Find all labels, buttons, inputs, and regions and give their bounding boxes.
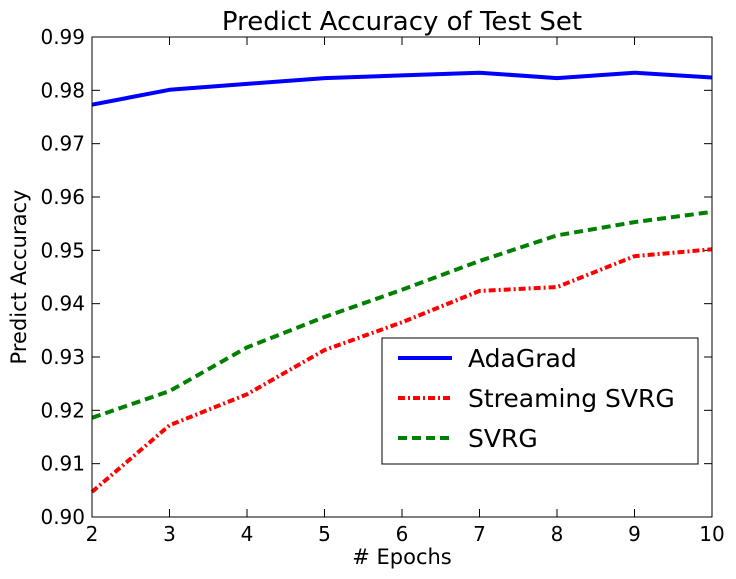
x-axis-label: # Epochs — [352, 545, 452, 569]
y-tick-label: 0.90 — [40, 505, 85, 529]
y-tick-label: 0.94 — [40, 292, 85, 316]
series-line-streaming-svrg — [90, 247, 713, 494]
x-tick-label: 2 — [86, 522, 99, 546]
y-tick-label: 0.95 — [40, 238, 85, 262]
y-tick-label: 0.92 — [40, 398, 85, 422]
axis-ticks: 2 3 4 5 6 7 8 9 10 0.90 0.91 0.92 0.93 0.94 0.95 0.96 0.… — [40, 25, 724, 546]
legend: AdaGrad Streaming SVRG SVRG — [381, 337, 699, 465]
x-tick-label: 9 — [628, 522, 641, 546]
x-tick-label: 10 — [699, 522, 724, 546]
x-tick-label: 5 — [318, 522, 331, 546]
x-tick-label: 3 — [163, 522, 176, 546]
y-tick-label: 0.96 — [40, 185, 85, 209]
y-tick-label: 0.91 — [40, 452, 85, 476]
x-tick-label: 6 — [396, 522, 409, 546]
x-tick-label: 4 — [241, 522, 254, 546]
y-tick-label: 0.98 — [40, 78, 85, 102]
legend-items: AdaGrad Streaming SVRG SVRG — [398, 344, 675, 453]
y-tick-label: 0.97 — [40, 132, 85, 156]
chart-title: Predict Accuracy of Test Set — [222, 7, 582, 37]
legend-label: AdaGrad — [468, 344, 577, 373]
plot-frame — [91, 36, 713, 518]
x-tick-label: 7 — [473, 522, 486, 546]
x-tick-label: 8 — [551, 522, 564, 546]
legend-label: SVRG — [468, 424, 538, 453]
legend-label: Streaming SVRG — [468, 384, 675, 413]
y-axis-label: Predict Accuracy — [7, 190, 31, 365]
y-tick-label: 0.99 — [40, 25, 85, 49]
y-tick-label: 0.93 — [40, 345, 85, 369]
